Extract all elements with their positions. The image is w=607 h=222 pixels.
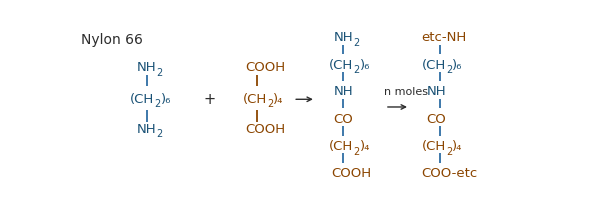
Text: NH: NH (426, 85, 446, 98)
Text: 2: 2 (353, 65, 359, 75)
Text: )₄: )₄ (452, 140, 463, 153)
Text: 2: 2 (157, 129, 163, 139)
Text: (CH: (CH (329, 59, 353, 72)
Text: 2: 2 (353, 38, 359, 48)
Text: COO-etc: COO-etc (422, 167, 478, 180)
Text: )₆: )₆ (359, 59, 370, 72)
Text: +: + (204, 92, 216, 107)
Text: Nylon 66: Nylon 66 (81, 33, 143, 47)
Text: (CH: (CH (329, 140, 353, 153)
Text: 2: 2 (267, 99, 273, 109)
Text: )₄: )₄ (359, 140, 370, 153)
Text: 2: 2 (446, 147, 452, 157)
Text: CO: CO (334, 113, 353, 126)
Text: 2: 2 (353, 147, 359, 157)
Text: (CH: (CH (130, 93, 154, 106)
Text: 2: 2 (157, 68, 163, 78)
Text: COOH: COOH (331, 167, 371, 180)
Text: NH: NH (137, 123, 157, 136)
Text: etc-NH: etc-NH (422, 31, 467, 44)
Text: NH: NH (334, 85, 353, 98)
Text: )₆: )₆ (452, 59, 463, 72)
Text: )₄: )₄ (273, 93, 283, 106)
Text: )₆: )₆ (160, 93, 171, 106)
Text: NH: NH (334, 31, 353, 44)
Text: (CH: (CH (243, 93, 267, 106)
Text: n moles: n moles (384, 87, 428, 97)
Text: NH: NH (137, 61, 157, 74)
Text: CO: CO (426, 113, 446, 126)
Text: 2: 2 (446, 65, 452, 75)
Text: COOH: COOH (245, 123, 285, 136)
Text: COOH: COOH (245, 61, 285, 74)
Text: 2: 2 (154, 99, 160, 109)
Text: (CH: (CH (422, 140, 446, 153)
Text: (CH: (CH (422, 59, 446, 72)
